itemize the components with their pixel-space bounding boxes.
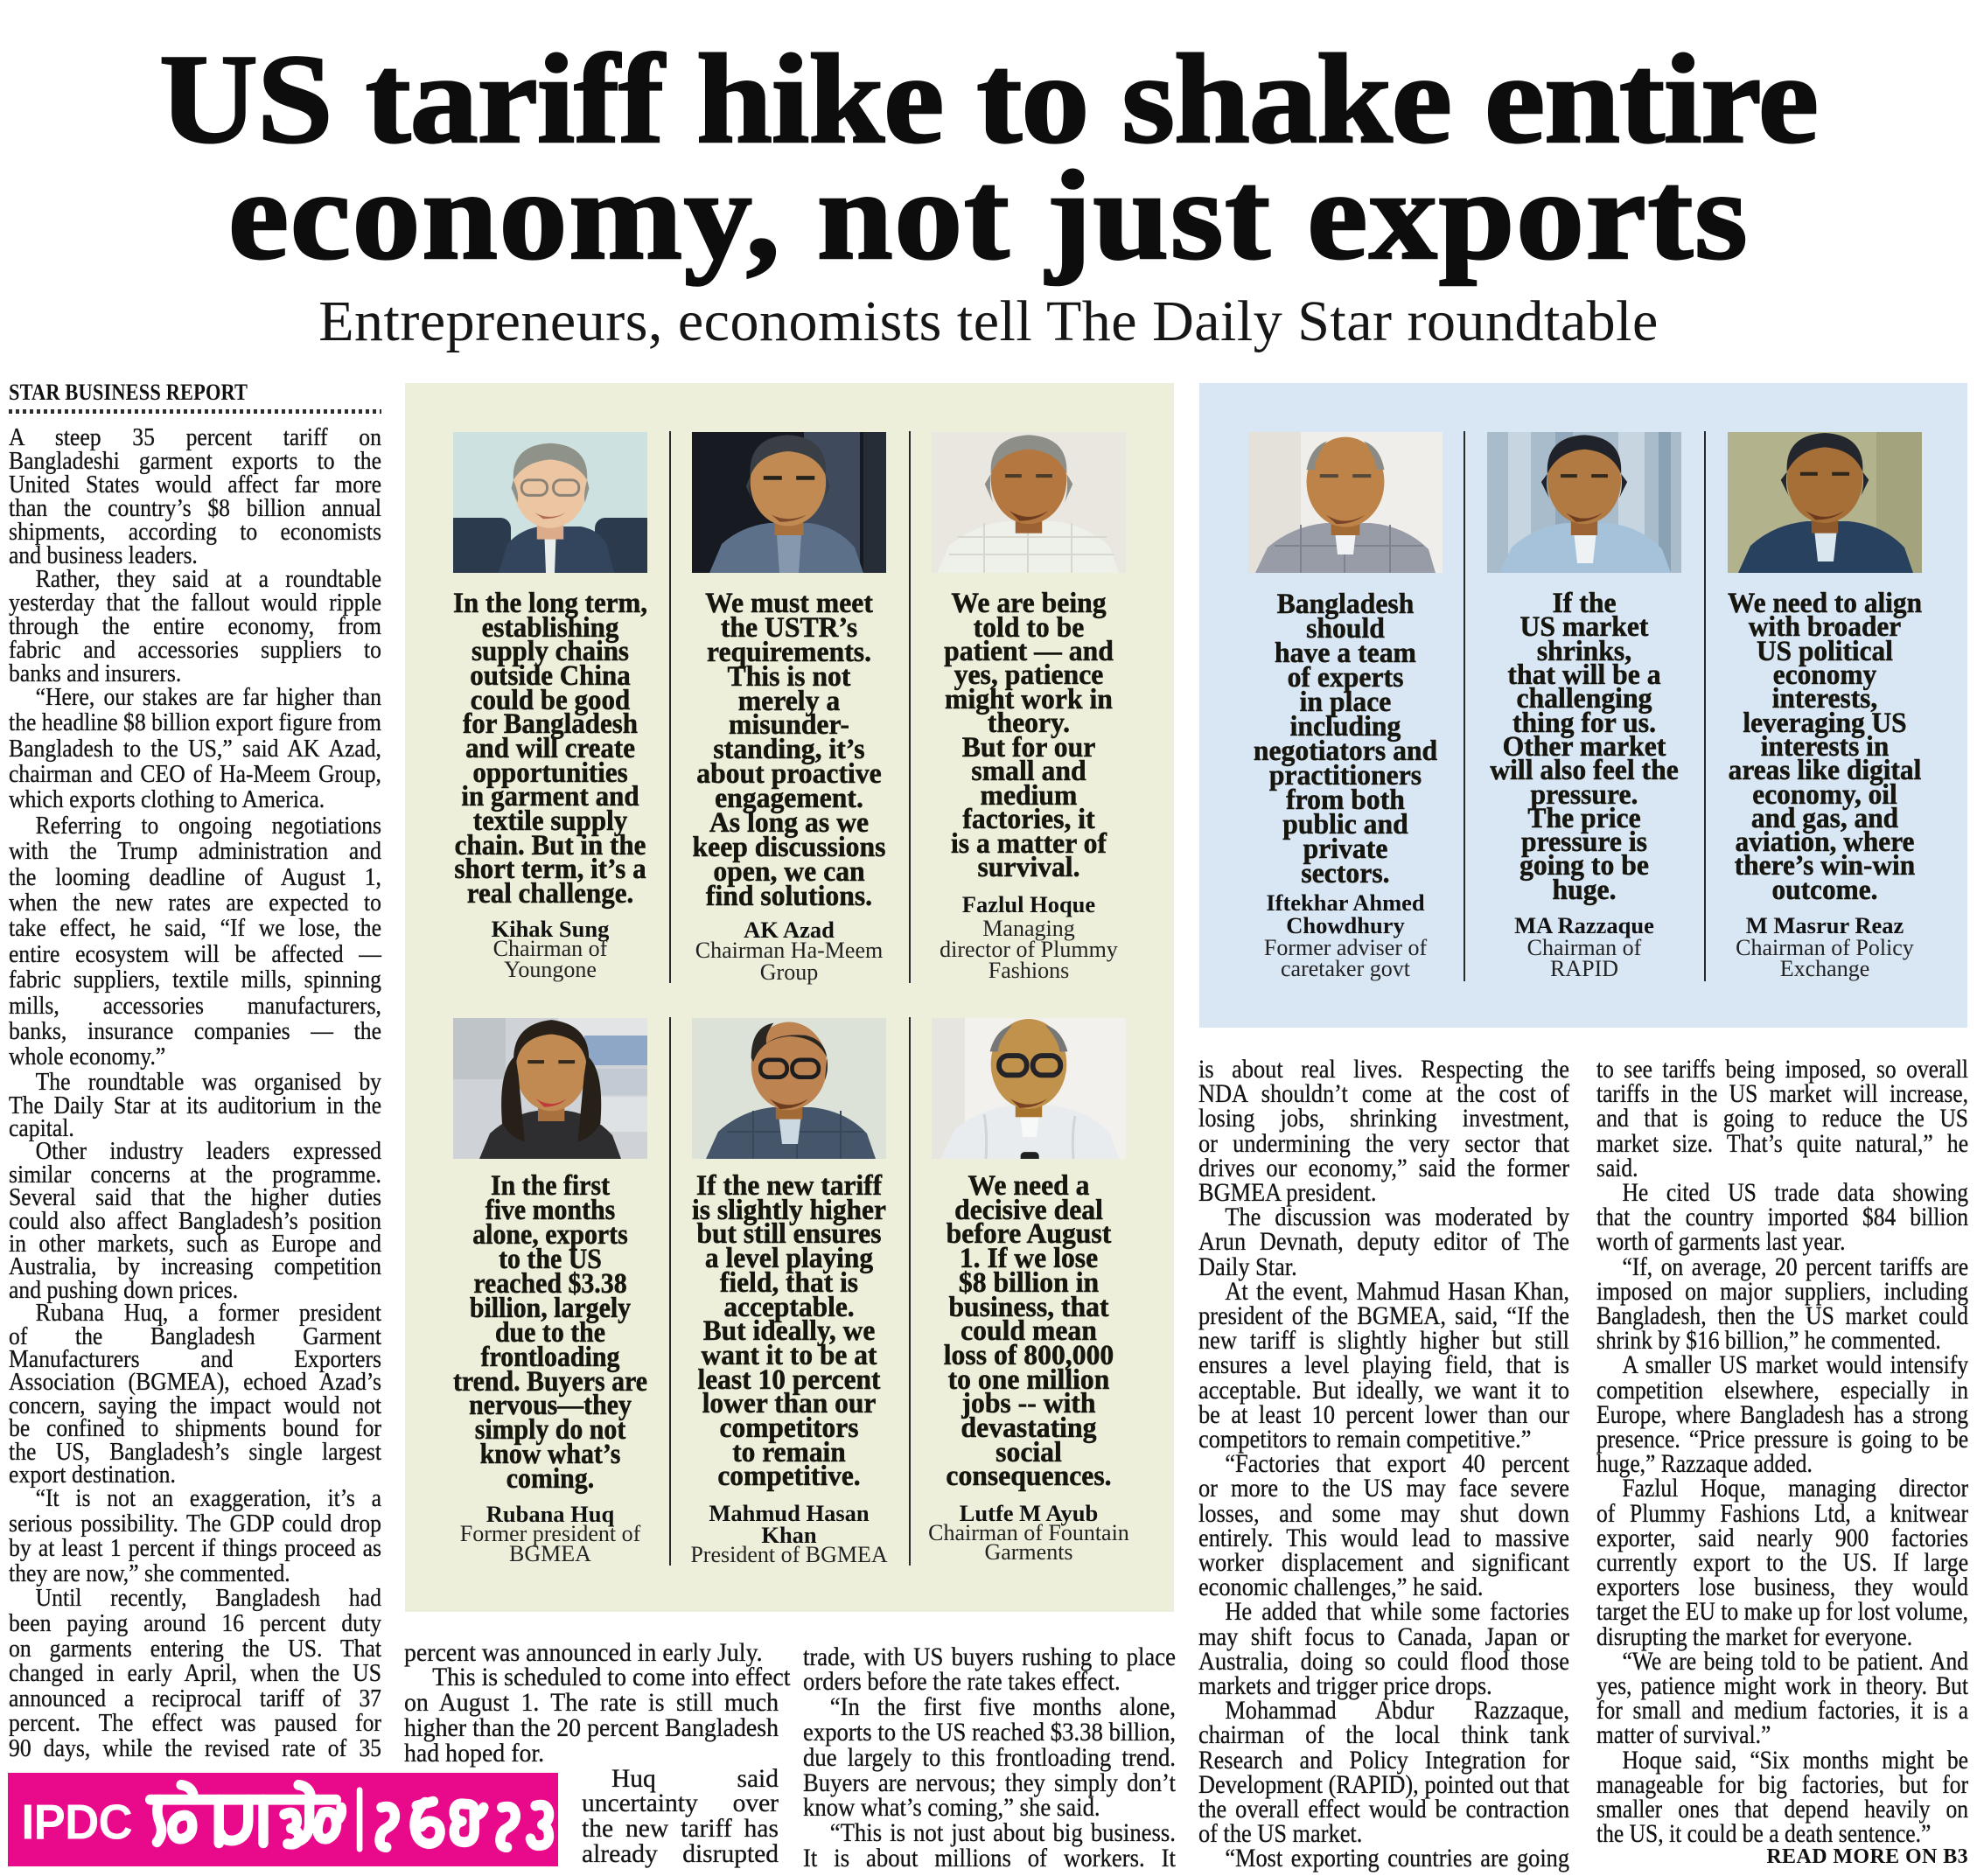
svg-text:IPDC: IPDC (21, 1794, 132, 1849)
